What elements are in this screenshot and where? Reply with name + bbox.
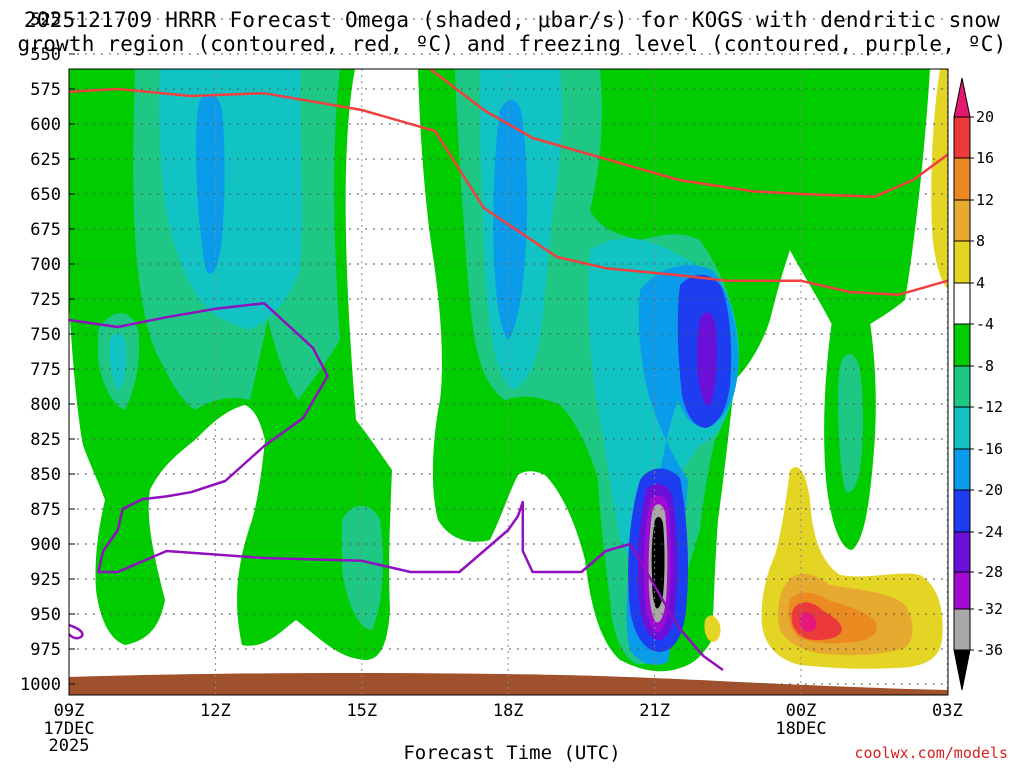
x-tick-label: 03Z <box>932 701 963 721</box>
dgz-contour <box>69 87 948 297</box>
omega-core-black <box>651 516 665 609</box>
x-tick-label: 18Z <box>493 701 524 721</box>
chart-title-line2: growth region (contoured, red, ºC) and f… <box>17 32 1007 56</box>
y-tick-label: 600 <box>30 115 61 135</box>
omega-region-sea-green-e <box>838 354 863 493</box>
omega-region-yellow-top <box>931 69 948 290</box>
colorbar-label: -24 <box>976 523 1003 541</box>
colorbar-label: -8 <box>976 357 994 375</box>
colorbar-band <box>953 282 971 325</box>
colorbar-band <box>953 116 971 159</box>
omega-region-violet <box>697 312 717 406</box>
y-tick-label: 650 <box>30 185 61 205</box>
y-tick-label: 625 <box>30 150 61 170</box>
y-tick-label: 925 <box>30 570 61 590</box>
y-tick-label: 975 <box>30 640 61 660</box>
y-tick-label: 825 <box>30 430 61 450</box>
freezing-level-contour <box>69 301 724 672</box>
credit-link[interactable]: coolwx.com/models <box>854 744 1008 762</box>
colorbar-label: -28 <box>976 563 1003 581</box>
y-tick-label: 850 <box>30 465 61 485</box>
plot-frame <box>68 68 949 696</box>
colorbar-band <box>953 157 971 201</box>
x-date-label: 17DEC <box>43 719 94 739</box>
y-tick-label: 875 <box>30 500 61 520</box>
colorbar-label: -12 <box>976 398 1003 416</box>
y-tick-label: 900 <box>30 535 61 555</box>
omega-region-skyblue-b <box>493 99 527 340</box>
colorbar-label: 4 <box>976 274 985 292</box>
omega-region-teal-a <box>159 69 303 330</box>
omega-region-skyblue-a <box>196 94 225 274</box>
colorbar-label: -32 <box>976 600 1003 618</box>
chart-title-line1: 2025121709 HRRR Forecast Omega (shaded, … <box>23 8 1001 32</box>
colorbar-label: 8 <box>976 232 985 250</box>
colorbar-label: 20 <box>976 108 994 126</box>
x-date-label: 2025 <box>49 736 90 756</box>
colorbar-label: -20 <box>976 481 1003 499</box>
colorbar-label: 16 <box>976 149 994 167</box>
y-tick-label: 800 <box>30 395 61 415</box>
colorbar-label: -36 <box>976 641 1003 659</box>
colorbar-band <box>953 240 971 284</box>
x-tick-label: 15Z <box>346 701 377 721</box>
omega-region-teal-b <box>109 333 127 390</box>
y-axis: 525 550 575 600 625 650 675 700 725 750 775 800 825 8… <box>20 10 75 695</box>
x-date-label: 18DEC <box>775 719 826 739</box>
y-tick-label: 550 <box>30 45 61 65</box>
colorbar-band <box>953 406 971 450</box>
colorbar-top-arrow <box>953 77 971 118</box>
y-tick-label: 700 <box>30 255 61 275</box>
colorbar-band <box>953 365 971 408</box>
contour-lines <box>69 69 948 672</box>
x-axis-title: Forecast Time (UTC) <box>403 742 621 764</box>
colorbar: 20 16 12 8 4 -4 -8 -12 -16 -20 -24 -28 -32 -36 <box>953 77 1003 691</box>
dgz-contour <box>428 69 948 199</box>
colorbar-label: -16 <box>976 440 1003 458</box>
y-tick-label: 1000 <box>20 675 61 695</box>
colorbar-label: -4 <box>976 315 994 333</box>
omega-region-yellow-small <box>704 615 721 642</box>
x-tick-label: 00Z <box>786 701 817 721</box>
y-tick-label: 950 <box>30 605 61 625</box>
y-tick-label: 725 <box>30 290 61 310</box>
x-tick-label: 09Z <box>54 701 85 721</box>
y-tick-label: 775 <box>30 360 61 380</box>
omega-region-sea-green-c <box>342 505 384 630</box>
colorbar-label: 12 <box>976 191 994 209</box>
y-tick-label: 575 <box>30 80 61 100</box>
y-tick-label: 750 <box>30 325 61 345</box>
colorbar-band <box>953 531 971 573</box>
omega-region-deep-red <box>799 612 817 632</box>
freezing-level-contour <box>69 623 84 640</box>
colorbar-band <box>953 608 971 651</box>
y-tick-label: 525 <box>30 10 61 30</box>
terrain-ground <box>69 673 948 695</box>
colorbar-band <box>953 571 971 610</box>
y-tick-label: 675 <box>30 220 61 240</box>
colorbar-bottom-arrow <box>953 649 971 691</box>
colorbar-band <box>953 199 971 242</box>
x-tick-label: 21Z <box>639 701 670 721</box>
colorbar-band <box>953 489 971 533</box>
shading-layer <box>69 69 948 695</box>
x-tick-label: 12Z <box>200 701 231 721</box>
colorbar-band <box>953 323 971 367</box>
colorbar-band <box>953 448 971 491</box>
